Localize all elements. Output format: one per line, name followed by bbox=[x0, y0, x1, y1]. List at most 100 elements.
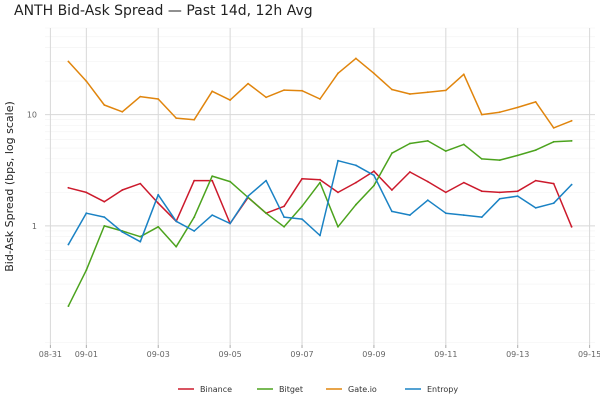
data-point bbox=[552, 127, 555, 129]
data-point bbox=[426, 91, 429, 94]
data-point bbox=[391, 152, 393, 155]
series-entropy bbox=[67, 159, 573, 246]
grid-layer bbox=[45, 27, 595, 345]
series-gate-io bbox=[67, 57, 573, 129]
legend-label: Entropy bbox=[427, 385, 458, 394]
data-point bbox=[534, 179, 537, 182]
x-tick-label: 08-31 bbox=[39, 350, 62, 359]
data-point bbox=[426, 199, 429, 202]
data-point bbox=[355, 164, 357, 167]
data-point bbox=[157, 202, 160, 205]
series-layer bbox=[67, 57, 573, 307]
data-point bbox=[498, 197, 501, 200]
data-point bbox=[552, 182, 555, 185]
data-point bbox=[193, 179, 196, 182]
data-point bbox=[211, 179, 214, 182]
data-point bbox=[265, 212, 267, 215]
data-point bbox=[498, 191, 501, 194]
x-tick-label: 09-01 bbox=[75, 350, 98, 359]
data-point bbox=[444, 191, 447, 194]
data-point bbox=[121, 231, 124, 233]
x-tick-label: 09-11 bbox=[434, 350, 457, 359]
data-point bbox=[157, 98, 160, 100]
data-point bbox=[211, 214, 214, 217]
data-point bbox=[391, 210, 393, 213]
data-point bbox=[247, 82, 250, 85]
data-point bbox=[211, 175, 214, 178]
data-point bbox=[337, 159, 339, 162]
data-point bbox=[409, 93, 411, 95]
legend-label: Gate.io bbox=[348, 385, 377, 394]
data-point bbox=[229, 180, 232, 183]
data-point bbox=[480, 158, 483, 160]
data-point bbox=[516, 106, 519, 109]
data-point bbox=[193, 230, 196, 232]
data-point bbox=[462, 73, 465, 76]
data-point bbox=[103, 104, 106, 106]
data-point bbox=[85, 80, 88, 82]
data-point bbox=[319, 178, 321, 181]
data-point bbox=[480, 113, 483, 116]
data-point bbox=[121, 189, 124, 191]
data-point bbox=[229, 99, 232, 101]
legend-item: Entropy bbox=[405, 385, 458, 394]
data-point bbox=[552, 140, 555, 143]
x-tick-label: 09-05 bbox=[219, 350, 242, 359]
data-point bbox=[444, 212, 447, 215]
data-point bbox=[337, 225, 339, 228]
data-point bbox=[552, 202, 555, 205]
data-point bbox=[265, 179, 267, 182]
data-point bbox=[301, 89, 303, 92]
data-point bbox=[409, 214, 411, 217]
data-point bbox=[480, 190, 483, 193]
legend-item: Gate.io bbox=[326, 385, 377, 394]
data-point bbox=[247, 195, 250, 198]
data-point bbox=[409, 171, 411, 173]
data-point bbox=[570, 140, 573, 142]
data-point bbox=[391, 189, 393, 191]
data-point bbox=[301, 218, 303, 221]
data-point bbox=[516, 195, 519, 198]
data-point bbox=[534, 149, 537, 152]
data-point bbox=[480, 216, 483, 219]
data-point bbox=[426, 180, 429, 183]
data-point bbox=[444, 89, 447, 92]
data-point bbox=[462, 181, 465, 184]
data-point bbox=[462, 143, 465, 146]
data-point bbox=[355, 181, 357, 184]
series-line bbox=[67, 57, 573, 129]
data-point bbox=[67, 305, 70, 307]
data-point bbox=[139, 235, 142, 238]
data-point bbox=[103, 200, 106, 203]
data-point bbox=[265, 96, 267, 99]
data-point bbox=[193, 118, 196, 121]
x-tick-label: 09-15 bbox=[578, 350, 600, 359]
data-point bbox=[283, 216, 285, 219]
data-point bbox=[139, 240, 142, 243]
y-axis-title: Bid-Ask Spread (bps, log scale) bbox=[3, 101, 16, 272]
data-point bbox=[373, 170, 375, 173]
data-point bbox=[175, 220, 178, 223]
data-point bbox=[121, 110, 124, 113]
series-line bbox=[67, 140, 573, 307]
data-point bbox=[139, 95, 142, 98]
data-point bbox=[498, 111, 501, 114]
data-point bbox=[85, 191, 88, 194]
data-point bbox=[157, 193, 160, 196]
data-point bbox=[355, 203, 357, 206]
data-point bbox=[391, 88, 393, 91]
data-point bbox=[498, 159, 501, 162]
series-line bbox=[67, 159, 573, 246]
data-point bbox=[426, 140, 429, 142]
series-bitget bbox=[67, 140, 573, 307]
data-point bbox=[283, 225, 285, 228]
data-point bbox=[534, 101, 537, 103]
data-point bbox=[337, 72, 339, 75]
series-binance bbox=[67, 170, 573, 228]
data-point bbox=[516, 154, 519, 157]
x-tick-label: 09-09 bbox=[362, 350, 385, 359]
chart-title: ANTH Bid-Ask Spread — Past 14d, 12h Avg bbox=[14, 3, 313, 19]
data-point bbox=[319, 181, 321, 184]
data-point bbox=[175, 245, 178, 248]
data-point bbox=[85, 212, 88, 215]
